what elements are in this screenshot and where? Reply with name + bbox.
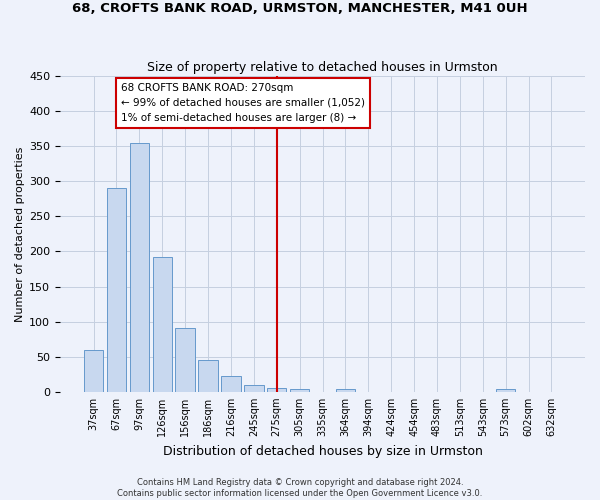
Bar (199, 360, 218, 392)
Bar (244, 386, 263, 392)
Bar (175, 328, 195, 392)
Text: Contains HM Land Registry data © Crown copyright and database right 2024.
Contai: Contains HM Land Registry data © Crown c… (118, 478, 482, 498)
Text: 68 CROFTS BANK ROAD: 270sqm
← 99% of detached houses are smaller (1,052)
1% of s: 68 CROFTS BANK ROAD: 270sqm ← 99% of det… (121, 83, 365, 122)
Y-axis label: Number of detached properties: Number of detached properties (15, 146, 25, 322)
Bar (267, 388, 286, 392)
Title: Size of property relative to detached houses in Urmston: Size of property relative to detached ho… (147, 60, 498, 74)
Bar (152, 257, 172, 392)
Bar (496, 389, 515, 392)
Bar (130, 142, 149, 392)
Bar (84, 350, 103, 392)
Text: 68, CROFTS BANK ROAD, URMSTON, MANCHESTER, M41 0UH: 68, CROFTS BANK ROAD, URMSTON, MANCHESTE… (72, 2, 528, 16)
Bar (335, 389, 355, 392)
Bar (107, 188, 126, 392)
Bar (290, 389, 310, 392)
Bar (221, 376, 241, 392)
X-axis label: Distribution of detached houses by size in Urmston: Distribution of detached houses by size … (163, 444, 482, 458)
